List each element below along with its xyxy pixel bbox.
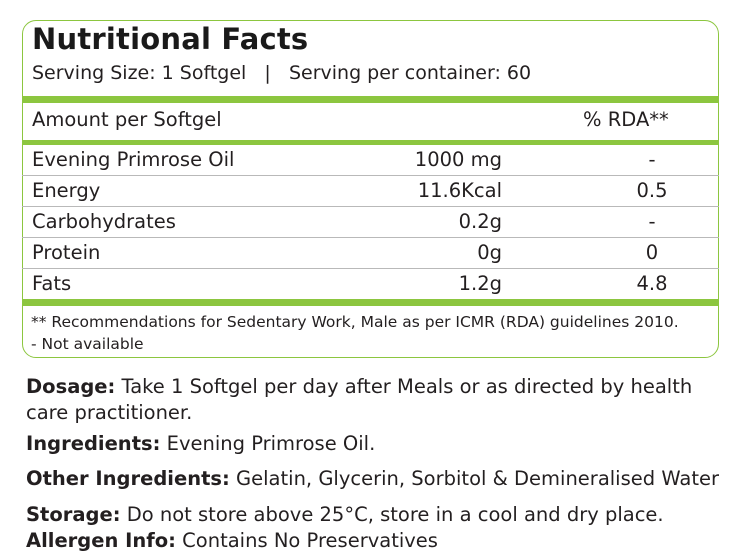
- row-rda: -: [648, 148, 656, 171]
- header-divider-top: [22, 96, 719, 103]
- row-name: Evening Primrose Oil: [32, 148, 235, 171]
- footnote-not-available: - Not available: [31, 335, 144, 353]
- row-amount: 0g: [477, 241, 502, 264]
- row-name: Fats: [32, 272, 72, 295]
- allergen-label: Allergen Info:: [26, 529, 176, 552]
- row-name: Carbohydrates: [32, 210, 176, 233]
- row-amount: 1.2g: [458, 272, 502, 295]
- ingredients-info: Ingredients: Evening Primrose Oil.: [26, 431, 731, 457]
- row-amount: 11.6Kcal: [417, 179, 502, 202]
- row-name: Energy: [32, 179, 101, 202]
- row-rda: 0.5: [636, 179, 668, 202]
- other-ingredients-text: Gelatin, Glycerin, Sorbitol & Deminerali…: [229, 467, 719, 490]
- ingredients-label: Ingredients:: [26, 432, 161, 455]
- row-divider: [22, 268, 719, 269]
- allergen-info: Allergen Info: Contains No Preservatives: [26, 528, 731, 554]
- storage-info: Storage: Do not store above 25°C, store …: [26, 502, 731, 528]
- dosage-info: Dosage: Take 1 Softgel per day after Mea…: [26, 374, 731, 426]
- storage-label: Storage:: [26, 503, 121, 526]
- nutrition-title: Nutritional Facts: [32, 22, 309, 56]
- nutrition-facts-panel: [22, 20, 719, 358]
- other-ingredients-info: Other Ingredients: Gelatin, Glycerin, So…: [26, 466, 731, 492]
- row-rda: -: [648, 210, 656, 233]
- row-rda: 4.8: [636, 272, 668, 295]
- row-divider: [22, 206, 719, 207]
- row-amount: 1000 mg: [414, 148, 502, 171]
- other-ingredients-label: Other Ingredients:: [26, 467, 230, 490]
- allergen-text: Contains No Preservatives: [175, 529, 438, 552]
- row-divider: [22, 175, 719, 176]
- row-divider: [22, 237, 719, 238]
- serving-info: Serving Size: 1 Softgel | Serving per co…: [32, 62, 532, 84]
- dosage-text: Take 1 Softgel per day after Meals or as…: [26, 375, 693, 424]
- row-amount: 0.2g: [458, 210, 502, 233]
- header-divider-bottom: [22, 140, 719, 145]
- footnote-rda: ** Recommendations for Sedentary Work, M…: [31, 313, 679, 331]
- ingredients-text: Evening Primrose Oil.: [160, 432, 376, 455]
- storage-text: Do not store above 25°C, store in a cool…: [120, 503, 664, 526]
- table-divider-bottom: [22, 299, 719, 306]
- row-name: Protein: [32, 241, 101, 264]
- amount-header: Amount per Softgel: [32, 108, 222, 131]
- rda-header: % RDA**: [583, 108, 669, 131]
- row-rda: 0: [645, 241, 659, 264]
- dosage-label: Dosage:: [26, 375, 116, 398]
